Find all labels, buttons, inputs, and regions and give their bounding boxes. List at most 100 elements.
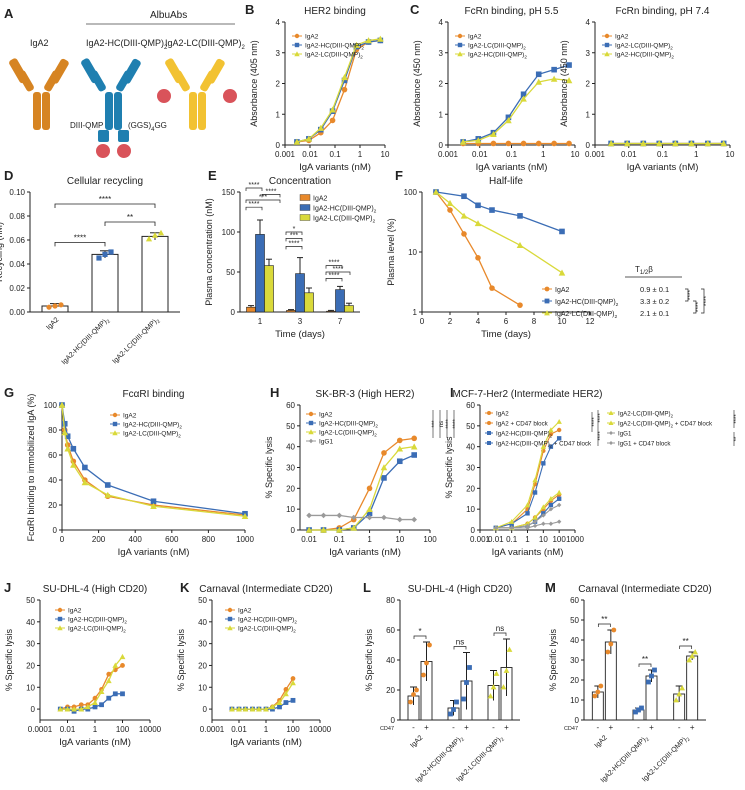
label-subscript: 2 [374, 209, 377, 215]
data-point [544, 286, 550, 292]
legend-label: IgA2-LC(DIII-QMP)2 [68, 626, 126, 634]
blockade-sign: + [504, 723, 509, 732]
x-tick-label: 2 [448, 317, 453, 326]
label-subscript: 2 [671, 423, 674, 428]
data-point [548, 427, 554, 433]
y-tick-label: 0 [203, 705, 208, 714]
data-point [227, 616, 233, 622]
data-point [46, 304, 52, 310]
category-label: IgA2-LC(DIII-QMP)2 [111, 316, 162, 367]
significance-bracket [325, 265, 343, 269]
diii-qmp-domain-icon [117, 144, 131, 158]
significance-bracket [245, 187, 263, 191]
series [59, 402, 248, 517]
chart-title: SU-DHL-4 (High CD20) [408, 584, 512, 595]
y-tick-label: 0 [586, 141, 591, 150]
data-point [411, 516, 417, 523]
x-axis-label: IgA variants (nM) [299, 162, 371, 173]
series [305, 443, 418, 533]
data-point [556, 519, 562, 524]
significance-label: * [418, 627, 421, 636]
significance-label: ** [601, 615, 607, 624]
x-axis-label: Time (days) [275, 329, 325, 340]
y-tick-label: 50 [286, 422, 295, 431]
data-point [532, 477, 538, 483]
label-main: IgA2 + CD47 block [496, 421, 549, 428]
legend-label: IgG1 [618, 431, 632, 438]
y-tick-label: 80 [386, 596, 395, 605]
chart-k: 0 10 20 30 40 50 0.0001 0.01 1 100 10000 IgA varian… [176, 580, 333, 748]
x-tick-label: 1 [525, 535, 530, 544]
label-main: IgA2-HC(DIII-QMP) [615, 52, 671, 59]
data-point [605, 649, 611, 655]
significance-bracket [453, 646, 467, 650]
data-point [84, 704, 91, 710]
y-tick-label: 3 [586, 49, 591, 58]
data-point [461, 696, 466, 702]
y-tick-label: 30 [286, 464, 295, 473]
y-tick-label: 0.02 [9, 284, 25, 293]
y-axis-label: % Specific lysis [444, 436, 454, 499]
y-tick-label: 0.04 [9, 260, 25, 269]
panel-letter: F [395, 168, 403, 183]
legend-label: IgA2-LC(DIII-QMP)2 [615, 43, 673, 51]
t-half-value: 0.9 ± 0.1 [640, 285, 669, 294]
linker-label: (GGS)4GG [128, 121, 167, 133]
label-main: IgA2 [409, 734, 424, 749]
legend-label: IgA2 [123, 413, 137, 420]
x-tick-label: 0 [60, 535, 65, 544]
data-point [236, 706, 242, 712]
legend-label: IgA2-LC(DIII-QMP)2 [313, 216, 376, 225]
x-axis-label: IgA variants (nM) [492, 547, 564, 558]
data-point [623, 140, 631, 147]
legend-label: IgA2-LC(DIII-QMP)2 [468, 43, 526, 51]
y-axis-label: % Specific lysis [548, 628, 558, 691]
label-subscript: 2 [550, 433, 553, 438]
data-point [532, 490, 538, 495]
data-point [548, 521, 554, 526]
chart-title: MCF-7-Her2 (Intermediate HER2) [452, 389, 602, 400]
data-point [457, 51, 463, 57]
blockade-sign: - [452, 723, 455, 732]
x-tick-label: 100 [552, 535, 566, 544]
label-main: IgA2 [496, 411, 509, 418]
data-point [294, 42, 300, 48]
x-tick-label: 1 [541, 150, 546, 159]
legend-label: IgA2-LC(DIII-QMP)2 + CD47 block [618, 420, 713, 428]
label-subscript: 2 [616, 302, 619, 308]
chart-f: 1 10 100 0 2 4 6 8 10 12 Time (days) Plasma level (… [386, 168, 710, 340]
legend-label: IgA2 [555, 287, 570, 294]
y-tick-label: 20 [286, 484, 295, 493]
data-point [290, 676, 296, 681]
bar [686, 655, 699, 721]
data-point [396, 437, 403, 444]
label-main: IgA2 [615, 34, 629, 41]
data-point [112, 430, 118, 436]
x-axis-label: IgA variants (nM) [329, 547, 401, 558]
bar [246, 306, 256, 313]
data-point [608, 641, 614, 647]
data-point [52, 303, 58, 309]
chart-title: Half-life [489, 176, 523, 187]
data-point [451, 707, 456, 712]
chart-title: FcαRI binding [123, 389, 185, 400]
data-point [341, 77, 348, 84]
y-tick-label: 0 [391, 716, 396, 725]
legend-swatch [299, 204, 311, 211]
y-tick-label: 30 [26, 640, 35, 649]
significance-label: **** [446, 419, 452, 429]
y-tick-label: 10 [408, 248, 417, 257]
data-point [517, 213, 523, 219]
data-point [242, 706, 249, 712]
series [58, 401, 249, 520]
category-label: IgA2 [45, 316, 60, 331]
t-half-symbol: T [635, 265, 640, 274]
x-tick-label: 0.001 [470, 535, 491, 544]
data-point [489, 207, 495, 213]
y-tick-label: 50 [26, 596, 35, 605]
legend-label: IgA2 [615, 34, 629, 41]
data-point [308, 429, 314, 435]
x-tick-label: 600 [165, 535, 179, 544]
series [460, 62, 572, 145]
data-point [474, 137, 482, 144]
